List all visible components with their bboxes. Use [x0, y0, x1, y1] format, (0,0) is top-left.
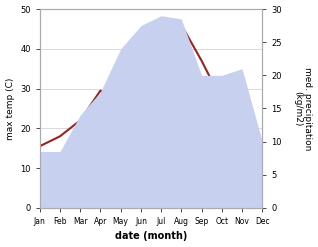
Y-axis label: max temp (C): max temp (C): [5, 77, 15, 140]
X-axis label: date (month): date (month): [115, 231, 187, 242]
Y-axis label: med. precipitation
(kg/m2): med. precipitation (kg/m2): [293, 67, 313, 150]
